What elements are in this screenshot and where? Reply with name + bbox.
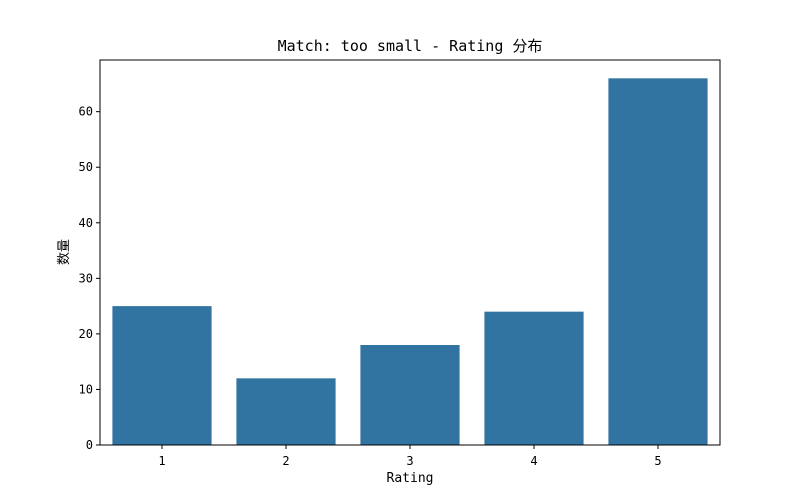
chart-title: Match: too small - Rating 分布: [278, 37, 543, 55]
y-tick-label-20: 20: [79, 327, 93, 341]
y-tick-label-60: 60: [79, 105, 93, 119]
x-tick-label-1: 1: [158, 454, 165, 468]
x-tick-label-3: 3: [406, 454, 413, 468]
x-tick-label-5: 5: [654, 454, 661, 468]
bar-rating-4: [484, 311, 584, 445]
y-axis: 0 10 20 30 40 50 60: [79, 105, 100, 452]
x-tick-label-2: 2: [282, 454, 289, 468]
bar-rating-5: [608, 78, 708, 445]
x-axis-label: Rating: [387, 471, 434, 486]
bar-rating-2: [236, 378, 336, 445]
x-tick-label-4: 4: [530, 454, 537, 468]
y-tick-label-0: 0: [86, 438, 93, 452]
y-tick-label-30: 30: [79, 271, 93, 285]
x-axis: 1 2 3 4 5: [158, 445, 662, 468]
bars-group: [112, 78, 708, 445]
y-tick-label-10: 10: [79, 382, 93, 396]
y-tick-label-50: 50: [79, 160, 93, 174]
bar-rating-3: [360, 345, 460, 445]
bar-rating-1: [112, 306, 212, 445]
plot-frame: [99, 59, 721, 446]
y-axis-label: 数量: [57, 239, 72, 265]
y-tick-label-40: 40: [79, 216, 93, 230]
